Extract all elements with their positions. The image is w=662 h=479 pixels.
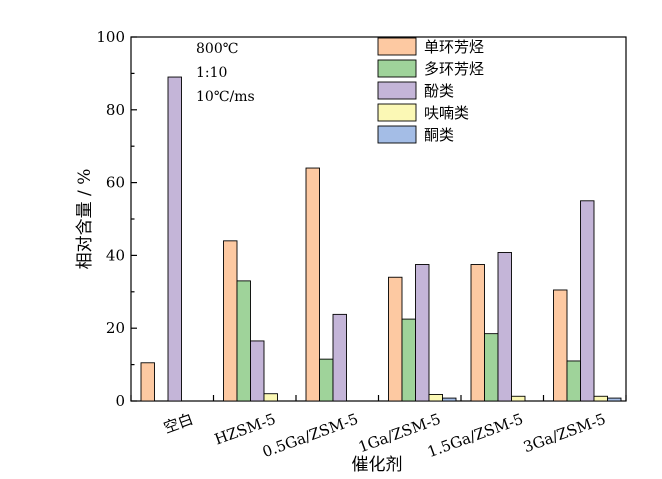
x-tick-label: 空白: [161, 410, 195, 437]
y-tick-label: 100: [96, 28, 125, 46]
bar: [511, 395, 526, 402]
bar: [415, 264, 430, 402]
legend-label: 单环芳烃: [424, 38, 484, 56]
y-tick-label: 60: [106, 174, 125, 192]
bar: [236, 280, 251, 402]
y-tick-label: 0: [115, 392, 125, 410]
bar: [580, 200, 595, 402]
y-axis-title: 相对含量 / %: [75, 169, 95, 270]
legend-swatch: [377, 125, 417, 144]
bar: [593, 395, 608, 402]
condition-heating-rate: 10℃/ms: [196, 89, 255, 105]
x-axis-title: 催化剂: [352, 455, 403, 475]
x-axis: 空白 HZSM-50.5Ga/ZSM-51Ga/ZSM-51.5Ga/ZSM-53…: [130, 395, 627, 461]
bar: [566, 360, 581, 402]
bar: [332, 313, 347, 402]
bar: [607, 397, 622, 402]
y-tick-label: 80: [106, 101, 125, 119]
x-tick-label: 3Ga/ZSM-5: [521, 410, 608, 456]
bar: [250, 340, 265, 402]
bar: [223, 240, 238, 402]
legend-swatch: [377, 81, 417, 100]
bars-group: [140, 76, 622, 402]
bar: [497, 252, 512, 402]
x-tick-label: 0.5Ga/ZSM-5: [260, 410, 361, 461]
bar: [319, 358, 334, 402]
bar: [484, 333, 499, 402]
legend-swatch: [377, 103, 417, 122]
y-tick-label: 20: [106, 319, 125, 337]
legend-label: 呋喃类: [424, 104, 469, 122]
bar: [401, 318, 416, 402]
bar: [428, 393, 443, 402]
bar: [553, 289, 568, 402]
x-tick-label: 1.5Ga/ZSM-5: [425, 410, 526, 461]
bar: [388, 276, 403, 402]
condition-ratio: 1:10: [196, 65, 227, 81]
legend-swatch: [377, 37, 417, 56]
bar: [167, 76, 182, 402]
bar: [305, 167, 320, 402]
legend-label: 酚类: [424, 82, 454, 100]
y-tick-label: 40: [106, 246, 125, 264]
condition-temperature: 800℃: [196, 41, 238, 57]
y-axis: 0 20 40 60 80 100: [96, 28, 137, 410]
bar: [140, 362, 155, 402]
bar: [470, 264, 485, 402]
legend-label: 酮类: [424, 126, 454, 144]
bar: [442, 397, 457, 402]
legend-label: 多环芳烃: [424, 60, 484, 78]
bar: [263, 393, 278, 402]
legend-swatch: [377, 59, 417, 78]
